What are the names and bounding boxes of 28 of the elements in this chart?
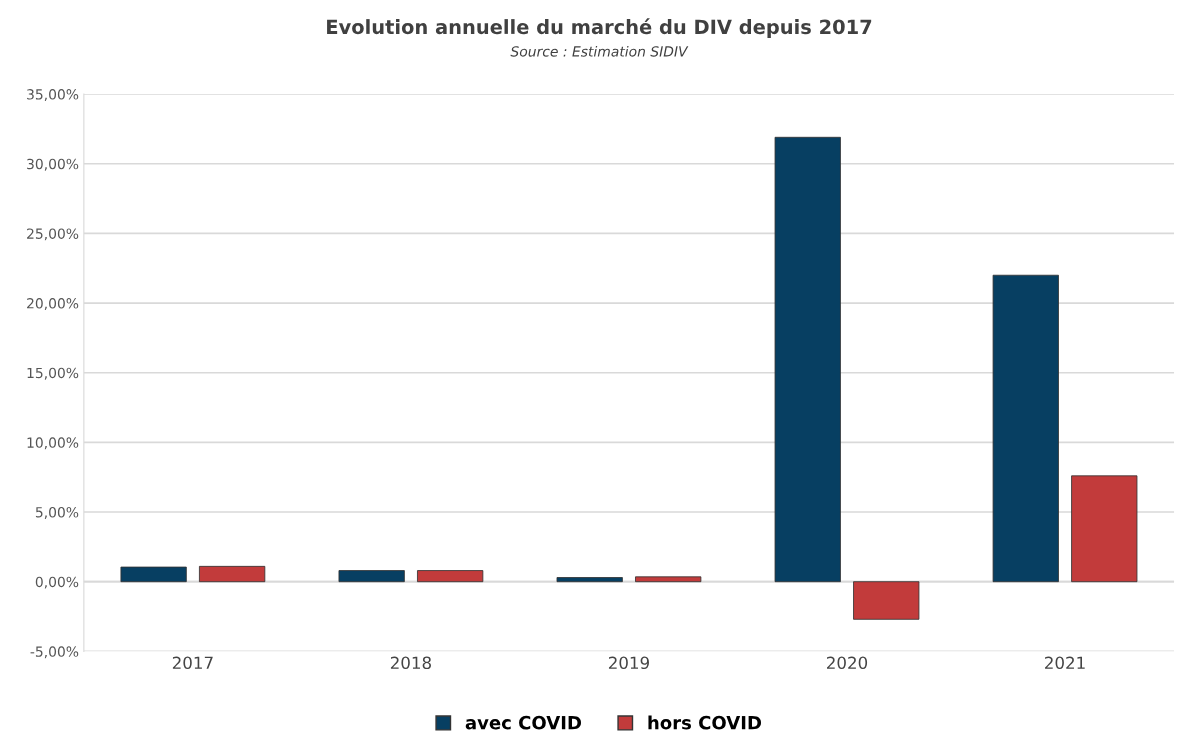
bar bbox=[1071, 475, 1138, 583]
legend-label: hors COVID bbox=[648, 715, 761, 730]
x-tick-label: 2018 bbox=[390, 656, 431, 670]
bar bbox=[774, 136, 841, 583]
bar bbox=[635, 576, 702, 583]
bar bbox=[417, 570, 484, 583]
y-tick-label: 35,00% bbox=[27, 89, 79, 102]
y-tick-label: 25,00% bbox=[27, 228, 79, 241]
y-tick-label: 5,00% bbox=[35, 507, 79, 519]
y-tick-label: -5,00% bbox=[30, 646, 79, 659]
y-tick-label: 20,00% bbox=[27, 298, 79, 310]
y-tick-label: 0,00% bbox=[35, 576, 79, 589]
y-tick-label: 15,00% bbox=[27, 367, 79, 380]
bar bbox=[199, 565, 266, 583]
chart-subtitle: Source : Estimation SIDIV bbox=[510, 45, 689, 57]
y-tick-label: 30,00% bbox=[27, 158, 79, 171]
chart-title: Evolution annuelle du marché du DIV depuis 2017 bbox=[327, 18, 872, 38]
bar bbox=[120, 566, 187, 583]
bar bbox=[853, 581, 920, 620]
y-tick-label: 10,00% bbox=[27, 437, 79, 450]
bar bbox=[992, 274, 1059, 583]
x-tick-label: 2021 bbox=[1045, 656, 1085, 670]
x-tick-label: 2019 bbox=[608, 656, 649, 670]
x-tick-label: 2020 bbox=[827, 656, 868, 670]
bar bbox=[338, 570, 405, 583]
bar bbox=[556, 577, 623, 583]
x-tick-label: 2017 bbox=[172, 656, 213, 670]
legend-label: avec COVID bbox=[465, 715, 581, 730]
